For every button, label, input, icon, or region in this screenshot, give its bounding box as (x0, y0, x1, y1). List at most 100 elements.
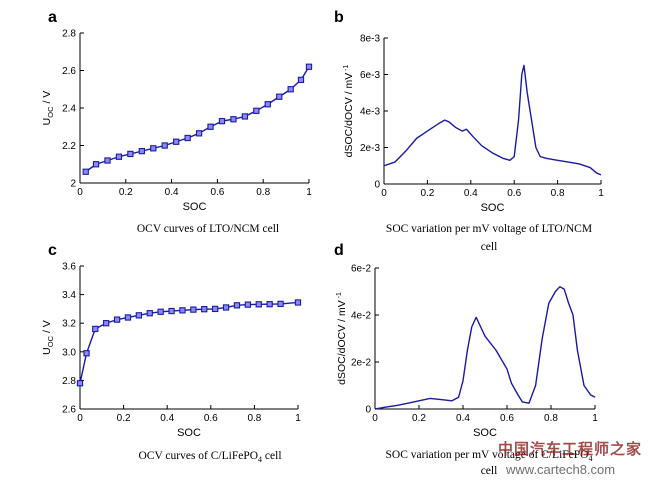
data-point-c (222, 304, 230, 311)
data-point-c (76, 380, 84, 387)
data-point-a (127, 150, 134, 158)
caption-line2-b: cell (481, 241, 498, 253)
y-tick-label-c: 3.4 (62, 290, 76, 301)
y-tick-label-b: 6e-3 (360, 70, 380, 81)
caption-line2-d: cell (481, 465, 498, 477)
y-tick-label-c: 3.2 (62, 319, 76, 330)
data-point-a (264, 101, 271, 108)
data-point-a (287, 86, 294, 93)
x-tick-label-a: 0 (77, 187, 83, 198)
x-tick-label-a: 0.2 (119, 187, 133, 198)
data-point-c (201, 306, 208, 313)
data-point-a (230, 116, 237, 123)
y-tick-label-a: 2.2 (62, 141, 76, 152)
y-tick-label-c: 2.6 (62, 405, 76, 416)
caption-a: OCV curves of LTO/NCM cell (137, 223, 279, 235)
x-tick-label-b: 0.4 (464, 188, 478, 199)
y-tick-label-b: 2e-3 (360, 143, 380, 154)
data-point-a (92, 161, 100, 168)
data-point-a (173, 138, 180, 145)
data-point-a (305, 63, 313, 70)
y-axis-label-a: UOC / V (41, 91, 55, 126)
data-point-c (190, 306, 197, 313)
data-point-a (138, 147, 145, 155)
x-tick-label-b: 0.2 (420, 188, 434, 199)
x-tick-label-a: 0.8 (256, 187, 270, 198)
x-tick-label-b: 0.6 (507, 188, 521, 199)
x-tick-label-c: 0.2 (117, 413, 131, 424)
x-tick-label-d: 0.8 (544, 413, 558, 424)
x-tick-label-c: 0.8 (247, 413, 261, 424)
y-axis-label-b: dSOC/dOCV / mV -1 (343, 65, 355, 158)
data-point-c (124, 314, 132, 321)
x-tick-label-c: 0.4 (160, 413, 174, 424)
data-point-c (92, 325, 99, 333)
data-point-a (184, 134, 191, 142)
panel-c: c 0 0.2 0.4 0.6 0.8 1 2.6 2.8 3.0 3.2 3.4 3.6 SOC UOC … (41, 242, 301, 464)
y-tick-label-d: 6e-2 (351, 264, 371, 275)
y-tick-label-d: 2e-2 (351, 358, 371, 369)
data-line-d (374, 286, 596, 410)
y-tick-label-a: 2.8 (62, 29, 76, 40)
x-tick-label-d: 0 (372, 413, 378, 424)
panel-d: d 0 0.2 0.4 0.6 0.8 1 0 2e-2 4e-2 6e-2 SOC dSOC/dOCV… (334, 242, 598, 477)
data-point-c (212, 305, 219, 313)
watermark-line2: www.cartech8.com (506, 462, 616, 477)
y-axis-label-d: dSOC/dOCV / mV -1 (336, 292, 348, 385)
data-point-c (244, 301, 252, 308)
x-tick-label-d: 0.2 (412, 413, 426, 424)
data-point-c (294, 299, 302, 306)
y-tick-label-a: 2 (70, 179, 76, 190)
y-tick-label-a: 2.6 (62, 66, 76, 77)
x-tick-label-c: 0 (77, 413, 83, 424)
x-axis-label-a: SOC (183, 201, 207, 213)
x-tick-label-b: 0 (381, 188, 387, 199)
data-point-c (168, 307, 175, 315)
data-point-c (266, 301, 273, 308)
data-point-a (218, 117, 226, 125)
caption-d: SOC variation per mV voltage of C/LiFePO… (386, 449, 593, 463)
caption-b: SOC variation per mV voltage of LTO/NCM (386, 223, 592, 235)
data-point-c (103, 320, 110, 327)
data-point-c (146, 310, 153, 317)
panel-label-b: b (334, 9, 344, 26)
data-point-a (115, 153, 123, 160)
data-point-c (113, 316, 121, 323)
data-point-a (150, 145, 157, 152)
y-tick-label-c: 2.8 (62, 376, 76, 387)
panel-label-a: a (48, 9, 57, 26)
y-tick-label-b: 0 (374, 180, 380, 191)
data-point-a (104, 157, 111, 164)
x-axis-label-b: SOC (481, 202, 505, 214)
caption-c: OCV curves of C/LiFePO4 cell (138, 450, 281, 464)
panel-b: b 0 0.2 0.4 0.6 0.8 1 0 2e-3 4e-3 6e-3 8e-3 SOC dSOC/… (334, 9, 604, 253)
x-tick-label-a: 1 (306, 187, 312, 198)
data-point-a (276, 93, 283, 100)
data-point-a (82, 168, 89, 175)
y-tick-label-d: 0 (365, 405, 371, 416)
y-axis-label-c: UOC / V (41, 320, 55, 355)
x-tick-label-d: 1 (592, 413, 598, 424)
panel-label-d: d (334, 242, 344, 259)
data-point-c (179, 307, 186, 314)
data-line-c (79, 301, 299, 384)
watermark-line1: 中国汽车工程师之家 (498, 440, 643, 458)
x-tick-label-d: 0.4 (456, 413, 470, 424)
panel-a: a 0 0.2 0.4 0.6 0.8 1 2 2.2 2.4 2.6 2.8 SOC UOC / V OC… (41, 9, 312, 235)
x-tick-label-c: 1 (295, 413, 301, 424)
x-axis-label-c: SOC (177, 427, 201, 439)
data-point-c (83, 350, 90, 357)
y-tick-label-c: 3.6 (62, 262, 76, 273)
data-line-b (383, 64, 602, 176)
data-point-c (277, 300, 284, 308)
x-tick-label-b: 0.8 (551, 188, 565, 199)
x-tick-label-c: 0.6 (204, 413, 218, 424)
data-point-a (195, 130, 203, 137)
x-tick-label-a: 0.6 (210, 187, 224, 198)
data-point-a (297, 76, 305, 84)
data-point-c (233, 302, 241, 309)
y-tick-label-d: 4e-2 (351, 311, 371, 322)
data-point-a (207, 123, 214, 130)
x-tick-label-b: 1 (598, 188, 604, 199)
